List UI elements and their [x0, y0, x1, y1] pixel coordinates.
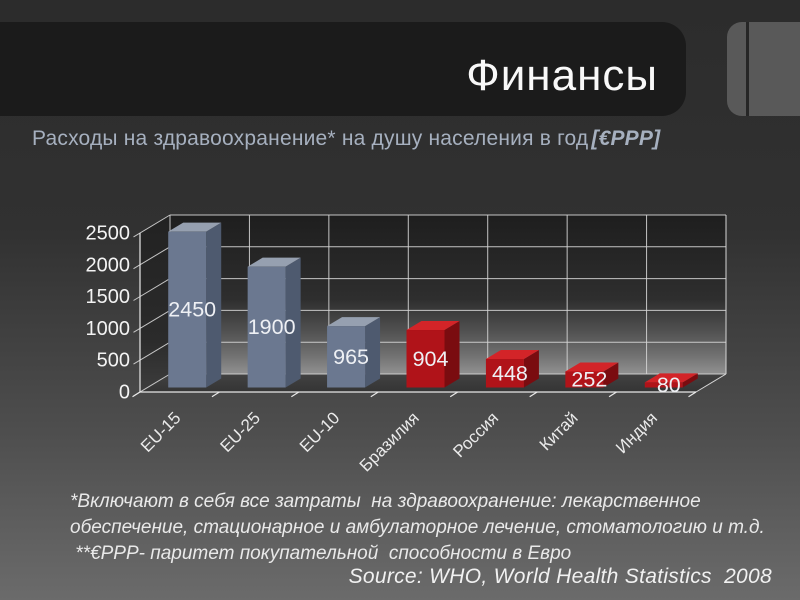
chart-subtitle: Расходы на здравоохранение* на душу насе… [32, 127, 660, 151]
bar-front-face [406, 330, 445, 388]
category-label: EU-15 [137, 408, 185, 456]
bar-front-face [247, 266, 286, 388]
bar-value-label: 252 [571, 367, 607, 391]
bar-value-label: 80 [657, 373, 681, 397]
y-axis-label: 2500 [86, 223, 131, 245]
bar-top-face [485, 350, 539, 360]
bar-top-face [168, 222, 222, 232]
bar-front-face [485, 359, 524, 388]
y-axis-label: 1500 [86, 286, 131, 308]
y-axis-label: 1000 [86, 318, 131, 340]
floor-right-edge [695, 373, 727, 393]
footnote-line: обеспечение, стационарное и амбулаторное… [70, 517, 765, 538]
x-axis-tick [529, 391, 538, 398]
title-bar: Финансы [0, 22, 686, 116]
bar-top-face [644, 373, 698, 383]
category-label: Бразилия [356, 408, 423, 475]
bar-top-face [247, 257, 301, 267]
chart-subtitle-text: Расходы на здравоохранение* на душу насе… [32, 127, 589, 150]
x-axis-tick [608, 391, 617, 398]
x-axis-tick [211, 391, 220, 398]
category-label: EU-10 [296, 408, 344, 456]
bar-top-face [327, 317, 381, 327]
footnote-line: **€PPP- паритет покупательной способност… [70, 543, 572, 564]
category-label: Индия [612, 408, 661, 457]
chart-subtitle-unit: [€PPP] [591, 127, 661, 150]
bar-front-face [644, 382, 683, 388]
category-label: Китай [536, 408, 582, 454]
bar-side-face [206, 222, 222, 388]
corner-tab-decoration [727, 22, 800, 116]
bar-top-face [565, 362, 619, 372]
bar-front-face [168, 231, 207, 388]
category-label: EU-25 [216, 408, 264, 456]
bar-value-label: 965 [333, 345, 369, 369]
x-axis-tick [370, 391, 379, 398]
x-axis-tick [132, 391, 141, 398]
footnote-line: *Включают в себя все затраты на здравоох… [70, 491, 701, 512]
category-label: Россия [449, 408, 502, 461]
bar-side-face [444, 321, 460, 388]
bar-side-face [523, 350, 539, 388]
bar-side-face [285, 257, 301, 388]
bar-front-face [327, 326, 366, 388]
x-axis-tick [688, 391, 697, 398]
footnote: *Включают в себя все затраты на здравоох… [70, 489, 765, 567]
x-axis-tick [449, 391, 459, 398]
source-text: Source: WHO, World Health Statistics 200… [348, 565, 772, 588]
bar-front-face [565, 371, 604, 388]
y-axis-label: 0 [119, 382, 130, 404]
bar-value-label: 904 [413, 347, 449, 371]
bar-value-label: 448 [492, 361, 528, 385]
x-axis-tick [291, 391, 300, 398]
bar-side-face [682, 373, 698, 388]
bar-value-label: 2450 [168, 298, 216, 322]
y-axis-label: 500 [97, 350, 130, 372]
page-title: Финансы [466, 51, 658, 100]
bar-value-label: 1900 [248, 315, 296, 339]
bar-side-face [365, 317, 381, 388]
chart-left-wall [140, 215, 170, 392]
y-axis-label: 2000 [86, 254, 131, 276]
chart-back-wall [170, 215, 726, 374]
bar-side-face [603, 362, 619, 388]
bar-top-face [406, 321, 460, 331]
corner-tab-divider [746, 22, 749, 116]
